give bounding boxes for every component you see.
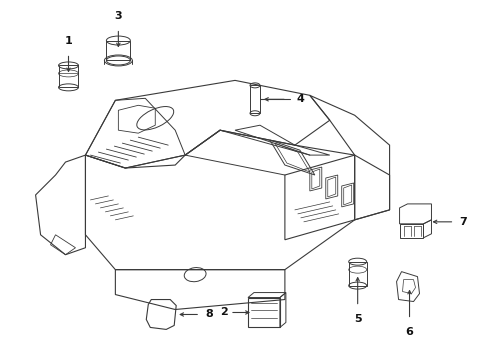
Text: 2: 2 [220,307,228,318]
Text: 5: 5 [354,315,362,324]
Text: 3: 3 [115,10,122,21]
Text: 6: 6 [406,328,414,337]
Text: 7: 7 [460,217,467,227]
Text: 8: 8 [205,310,213,319]
Text: 4: 4 [297,94,305,104]
Text: 1: 1 [65,36,73,45]
